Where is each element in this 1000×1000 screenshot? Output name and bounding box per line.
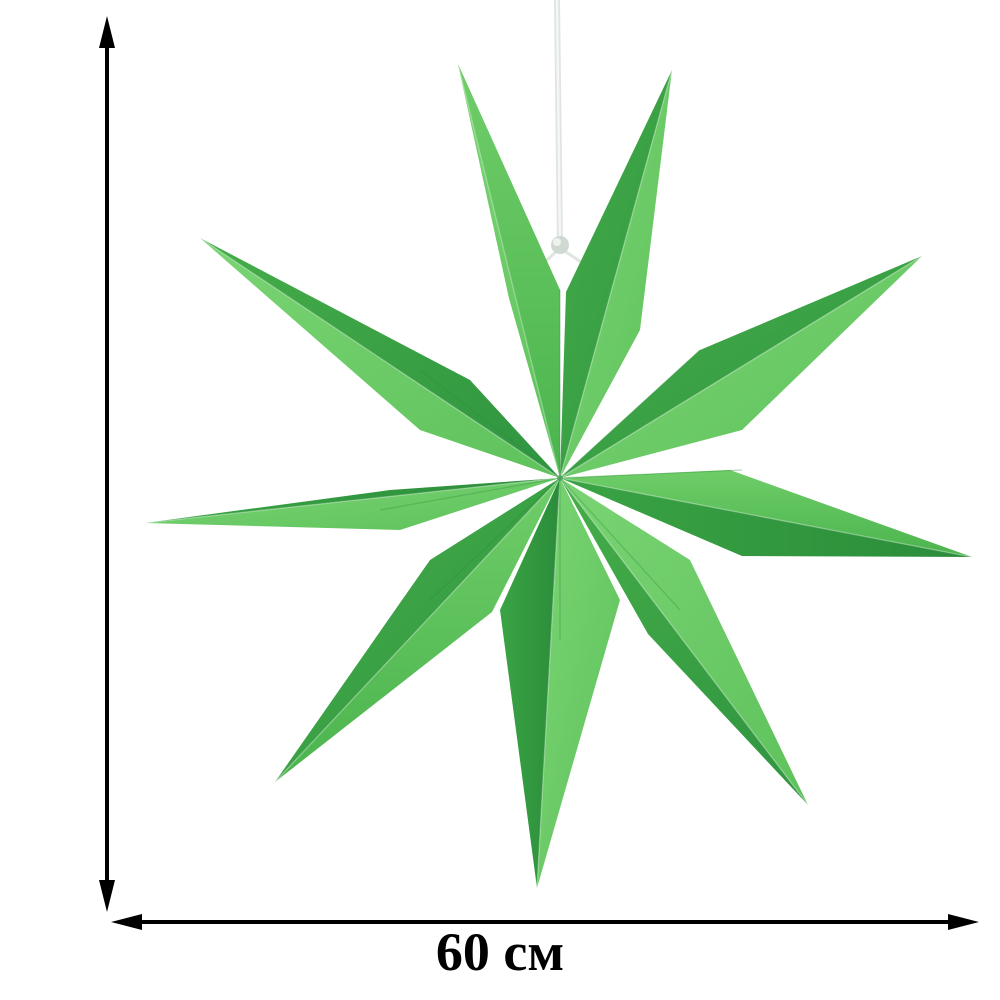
width-dimension-arrow — [111, 914, 979, 930]
arrow-head-up — [99, 16, 115, 48]
arrow-head-right — [948, 914, 979, 930]
arrow-head-down — [99, 880, 115, 912]
arrow-head-left — [111, 914, 142, 930]
hanging-cord — [532, 0, 591, 274]
star-points — [144, 63, 973, 889]
height-dimension-arrow — [99, 16, 115, 912]
width-dimension-label: 60 см — [435, 922, 565, 982]
